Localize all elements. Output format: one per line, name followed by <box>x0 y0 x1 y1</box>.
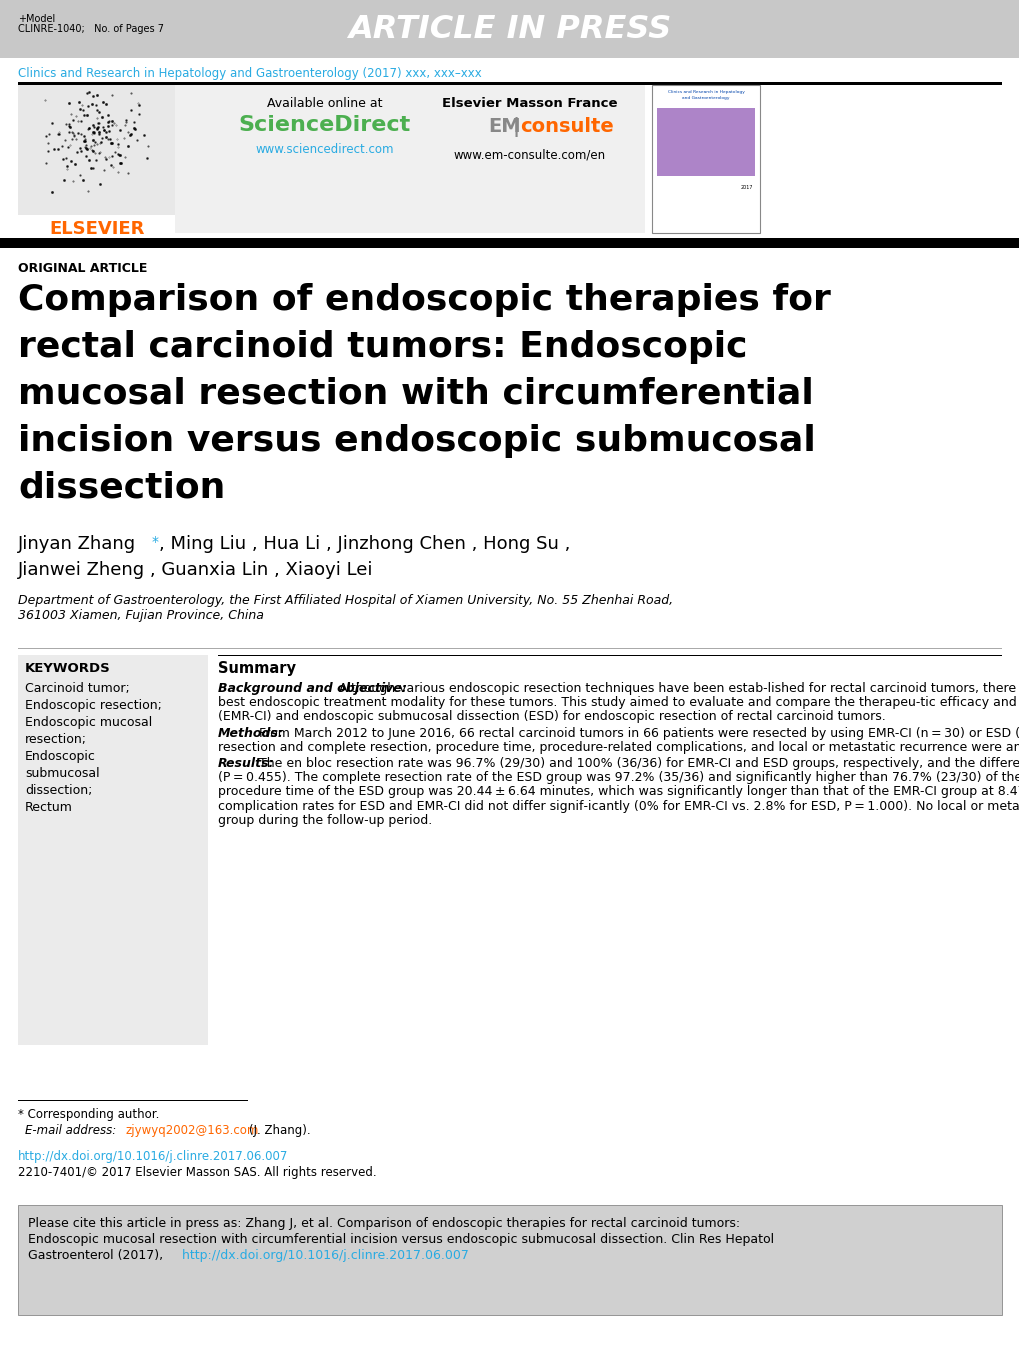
Text: * Corresponding author.: * Corresponding author. <box>18 1108 159 1121</box>
Text: procedure time of the ESD group was 20.44 ± 6.64 minutes, which was significantl: procedure time of the ESD group was 20.4… <box>218 785 1019 798</box>
Text: ELSEVIER: ELSEVIER <box>49 220 145 238</box>
Text: ARTICLE IN PRESS: ARTICLE IN PRESS <box>348 14 671 45</box>
Text: Summary: Summary <box>218 661 296 676</box>
Text: http://dx.doi.org/10.1016/j.clinre.2017.06.007: http://dx.doi.org/10.1016/j.clinre.2017.… <box>178 1250 469 1262</box>
Text: Department of Gastroenterology, the First Affiliated Hospital of Xiamen Universi: Department of Gastroenterology, the Firs… <box>18 594 673 607</box>
Text: Background and objective:: Background and objective: <box>218 682 407 694</box>
Text: (J. Zhang).: (J. Zhang). <box>249 1124 311 1138</box>
Text: Endoscopic mucosal: Endoscopic mucosal <box>25 716 152 730</box>
Text: 361003 Xiamen, Fujian Province, China: 361003 Xiamen, Fujian Province, China <box>18 609 264 621</box>
Bar <box>18 82 1001 85</box>
Text: submucosal: submucosal <box>25 767 100 780</box>
Bar <box>18 85 175 215</box>
Text: Methods:: Methods: <box>218 727 283 739</box>
Text: http://dx.doi.org/10.1016/j.clinre.2017.06.007: http://dx.doi.org/10.1016/j.clinre.2017.… <box>18 1150 288 1163</box>
Text: Jinyan Zhang: Jinyan Zhang <box>18 535 136 553</box>
Text: CLINRE-1040;   No. of Pages 7: CLINRE-1040; No. of Pages 7 <box>18 24 164 34</box>
Text: resection;: resection; <box>25 734 87 746</box>
Bar <box>18 1205 1001 1315</box>
Text: (P = 0.455). The complete resection rate of the ESD group was 97.2% (35/36) and : (P = 0.455). The complete resection rate… <box>218 771 1019 784</box>
Text: (EMR-CI) and endoscopic submucosal dissection (ESD) for endoscopic resection of : (EMR-CI) and endoscopic submucosal disse… <box>218 711 884 723</box>
Text: , Ming Liu , Hua Li , Jinzhong Chen , Hong Su ,: , Ming Liu , Hua Li , Jinzhong Chen , Ho… <box>159 535 570 553</box>
Text: Gastroenterol (2017),: Gastroenterol (2017), <box>28 1250 163 1262</box>
Text: Please cite this article in press as: Zhang J, et al. Comparison of endoscopic t: Please cite this article in press as: Zh… <box>28 1217 740 1229</box>
Text: consulte: consulte <box>520 118 613 136</box>
Text: Comparison of endoscopic therapies for: Comparison of endoscopic therapies for <box>18 282 830 317</box>
Text: incision versus endoscopic submucosal: incision versus endoscopic submucosal <box>18 424 815 458</box>
Text: ORIGINAL ARTICLE: ORIGINAL ARTICLE <box>18 262 147 276</box>
Bar <box>175 85 644 232</box>
Text: www.sciencedirect.com: www.sciencedirect.com <box>256 143 394 155</box>
Text: Rectum: Rectum <box>25 801 72 815</box>
Text: www.em-consulte.com/en: www.em-consulte.com/en <box>453 149 605 161</box>
Text: dissection: dissection <box>18 471 225 505</box>
Text: rectal carcinoid tumors: Endoscopic: rectal carcinoid tumors: Endoscopic <box>18 330 747 363</box>
Text: KEYWORDS: KEYWORDS <box>25 662 111 676</box>
Text: Endoscopic: Endoscopic <box>25 750 96 763</box>
Text: The en bloc resection rate was 96.7% (29/30) and 100% (36/36) for EMR-CI and ESD: The en bloc resection rate was 96.7% (29… <box>255 757 1019 770</box>
Text: From March 2012 to June 2016, 66 rectal carcinoid tumors in 66 patients were res: From March 2012 to June 2016, 66 rectal … <box>255 727 1019 739</box>
Text: +Model: +Model <box>18 14 55 24</box>
Text: zjywyq2002@163.com: zjywyq2002@163.com <box>126 1124 259 1138</box>
Text: Carcinoid tumor;: Carcinoid tumor; <box>25 682 129 694</box>
Text: 2017: 2017 <box>740 185 752 190</box>
Text: and Gastroenterology: and Gastroenterology <box>682 96 729 100</box>
Text: E-mail address:: E-mail address: <box>25 1124 116 1138</box>
Text: 2210-7401/© 2017 Elsevier Masson SAS. All rights reserved.: 2210-7401/© 2017 Elsevier Masson SAS. Al… <box>18 1166 376 1179</box>
Text: group during the follow-up period.: group during the follow-up period. <box>218 813 432 827</box>
Text: dissection;: dissection; <box>25 784 93 797</box>
Text: EM: EM <box>487 118 520 136</box>
Text: mucosal resection with circumferential: mucosal resection with circumferential <box>18 377 813 411</box>
Text: best endoscopic treatment modality for these tumors. This study aimed to evaluat: best endoscopic treatment modality for t… <box>218 696 1019 709</box>
Bar <box>18 655 208 1046</box>
Bar <box>0 0 1019 58</box>
Text: Clinics and Research in Hepatology and Gastroenterology (2017) xxx, xxx–xxx: Clinics and Research in Hepatology and G… <box>18 68 481 80</box>
Text: Results:: Results: <box>218 757 274 770</box>
Text: Elsevier Masson France: Elsevier Masson France <box>442 97 618 109</box>
Text: Endoscopic mucosal resection with circumferential incision versus endoscopic sub: Endoscopic mucosal resection with circum… <box>28 1233 773 1246</box>
Text: *: * <box>152 535 159 549</box>
Bar <box>656 108 754 176</box>
Text: Endoscopic resection;: Endoscopic resection; <box>25 698 162 712</box>
Text: complication rates for ESD and EMR-CI did not differ signif­icantly (0% for EMR-: complication rates for ESD and EMR-CI di… <box>218 800 1019 812</box>
Text: Jianwei Zheng , Guanxia Lin , Xiaoyi Lei: Jianwei Zheng , Guanxia Lin , Xiaoyi Lei <box>18 561 373 580</box>
Bar <box>0 238 1019 249</box>
Text: ScienceDirect: ScienceDirect <box>238 115 411 135</box>
Text: resection and complete resection, procedure time, procedure-related complication: resection and complete resection, proced… <box>218 740 1019 754</box>
Bar <box>651 85 759 232</box>
Text: |: | <box>513 118 520 136</box>
Text: Available online at: Available online at <box>267 97 382 109</box>
Text: Although various endoscopic resection techniques have been estab­lished for rect: Although various endoscopic resection te… <box>334 682 1019 694</box>
Text: Clinics and Research in Hepatology: Clinics and Research in Hepatology <box>666 91 744 95</box>
